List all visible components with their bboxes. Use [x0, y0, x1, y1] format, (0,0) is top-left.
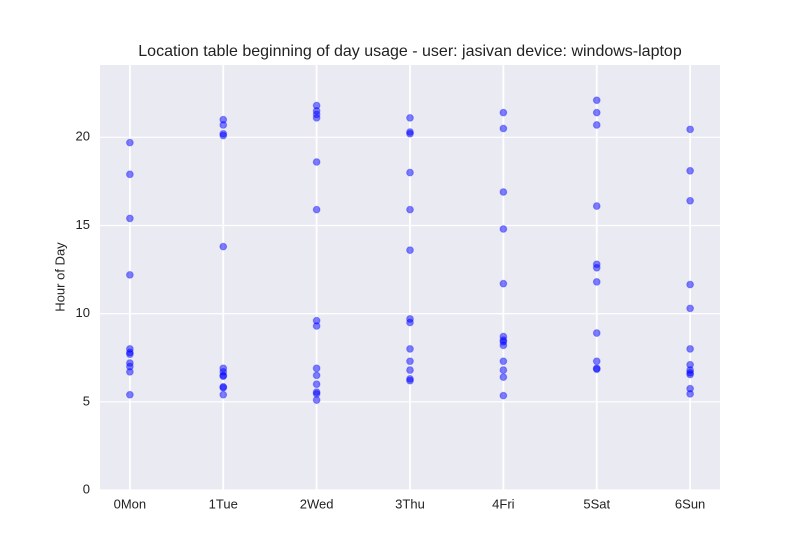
x-tick-label: 4Fri	[492, 496, 515, 511]
scatter-point	[499, 391, 508, 400]
scatter-point	[686, 345, 695, 353]
scatter-point	[125, 367, 134, 376]
x-tick-label: 5Sat	[583, 496, 610, 511]
scatter-point	[406, 345, 414, 353]
scatter-point	[406, 246, 414, 255]
scatter-point	[312, 322, 321, 330]
scatter-point	[219, 242, 228, 251]
scatter-point	[406, 357, 414, 366]
scatter-point	[219, 121, 228, 129]
scatter-point	[219, 390, 228, 399]
scatter-point	[312, 364, 321, 373]
scatter-point	[125, 214, 134, 223]
scatter-point	[592, 365, 601, 374]
scatter-point	[499, 108, 508, 117]
scatter-point	[312, 114, 321, 122]
scatter-point	[686, 125, 695, 134]
scatter-point	[406, 366, 414, 374]
scatter-point	[125, 170, 134, 179]
scatter-point	[219, 383, 228, 392]
y-tick-label: 20	[76, 129, 90, 144]
y-tick-label: 10	[76, 305, 90, 320]
scatter-point	[592, 357, 601, 366]
scatter-point	[499, 373, 508, 382]
marks	[125, 96, 695, 404]
scatter-point	[592, 263, 601, 272]
scatter-point	[312, 205, 321, 214]
scatter-point	[592, 108, 601, 117]
scatter-point	[499, 188, 508, 196]
scatter-point	[686, 304, 695, 313]
scatter-point	[125, 350, 134, 359]
scatter-point	[499, 366, 508, 374]
x-tick-label: 3Thu	[395, 496, 425, 511]
scatter-point	[125, 270, 134, 279]
scatter-point	[406, 129, 414, 138]
scatter-point	[592, 96, 601, 105]
chart-title: Location table beginning of day usage - …	[138, 43, 682, 60]
y-tick-label: 5	[83, 393, 90, 408]
scatter-point	[499, 279, 508, 288]
scatter-point	[312, 371, 321, 380]
scatter-point	[312, 396, 321, 404]
scatter-point	[406, 168, 414, 177]
scatter-point	[686, 166, 695, 175]
scatter-point	[219, 131, 228, 140]
y-axis-label: Hour of Day	[52, 242, 67, 312]
scatter-point	[499, 124, 508, 133]
x-tick-label: 0Mon	[114, 496, 147, 511]
scatter-point	[312, 380, 321, 389]
scatter-point	[406, 205, 414, 214]
x-tick-label: 6Sun	[675, 496, 705, 511]
y-tick-label: 0	[83, 481, 90, 496]
y-tick-label: 15	[76, 217, 90, 232]
scatter-point	[686, 196, 695, 205]
scatter-point	[499, 341, 508, 350]
scatter-point	[499, 225, 508, 233]
scatter-point	[125, 390, 134, 399]
scatter-point	[686, 389, 695, 398]
scatter-point	[406, 318, 414, 327]
scatter-point	[686, 280, 695, 289]
scatter-point	[312, 158, 321, 166]
scatter-point	[499, 357, 508, 366]
scatter-point	[406, 376, 414, 385]
scatter-point	[219, 372, 228, 381]
scatter-point	[592, 202, 601, 210]
scatter-point	[686, 370, 695, 379]
scatter-point	[406, 114, 414, 122]
scatter-point	[592, 278, 601, 286]
scatter-point	[125, 138, 134, 147]
x-tick-label: 2Wed	[300, 496, 334, 511]
x-tick-label: 1Tue	[209, 496, 238, 511]
scatter-point	[592, 329, 601, 337]
scatter-point	[592, 121, 601, 129]
